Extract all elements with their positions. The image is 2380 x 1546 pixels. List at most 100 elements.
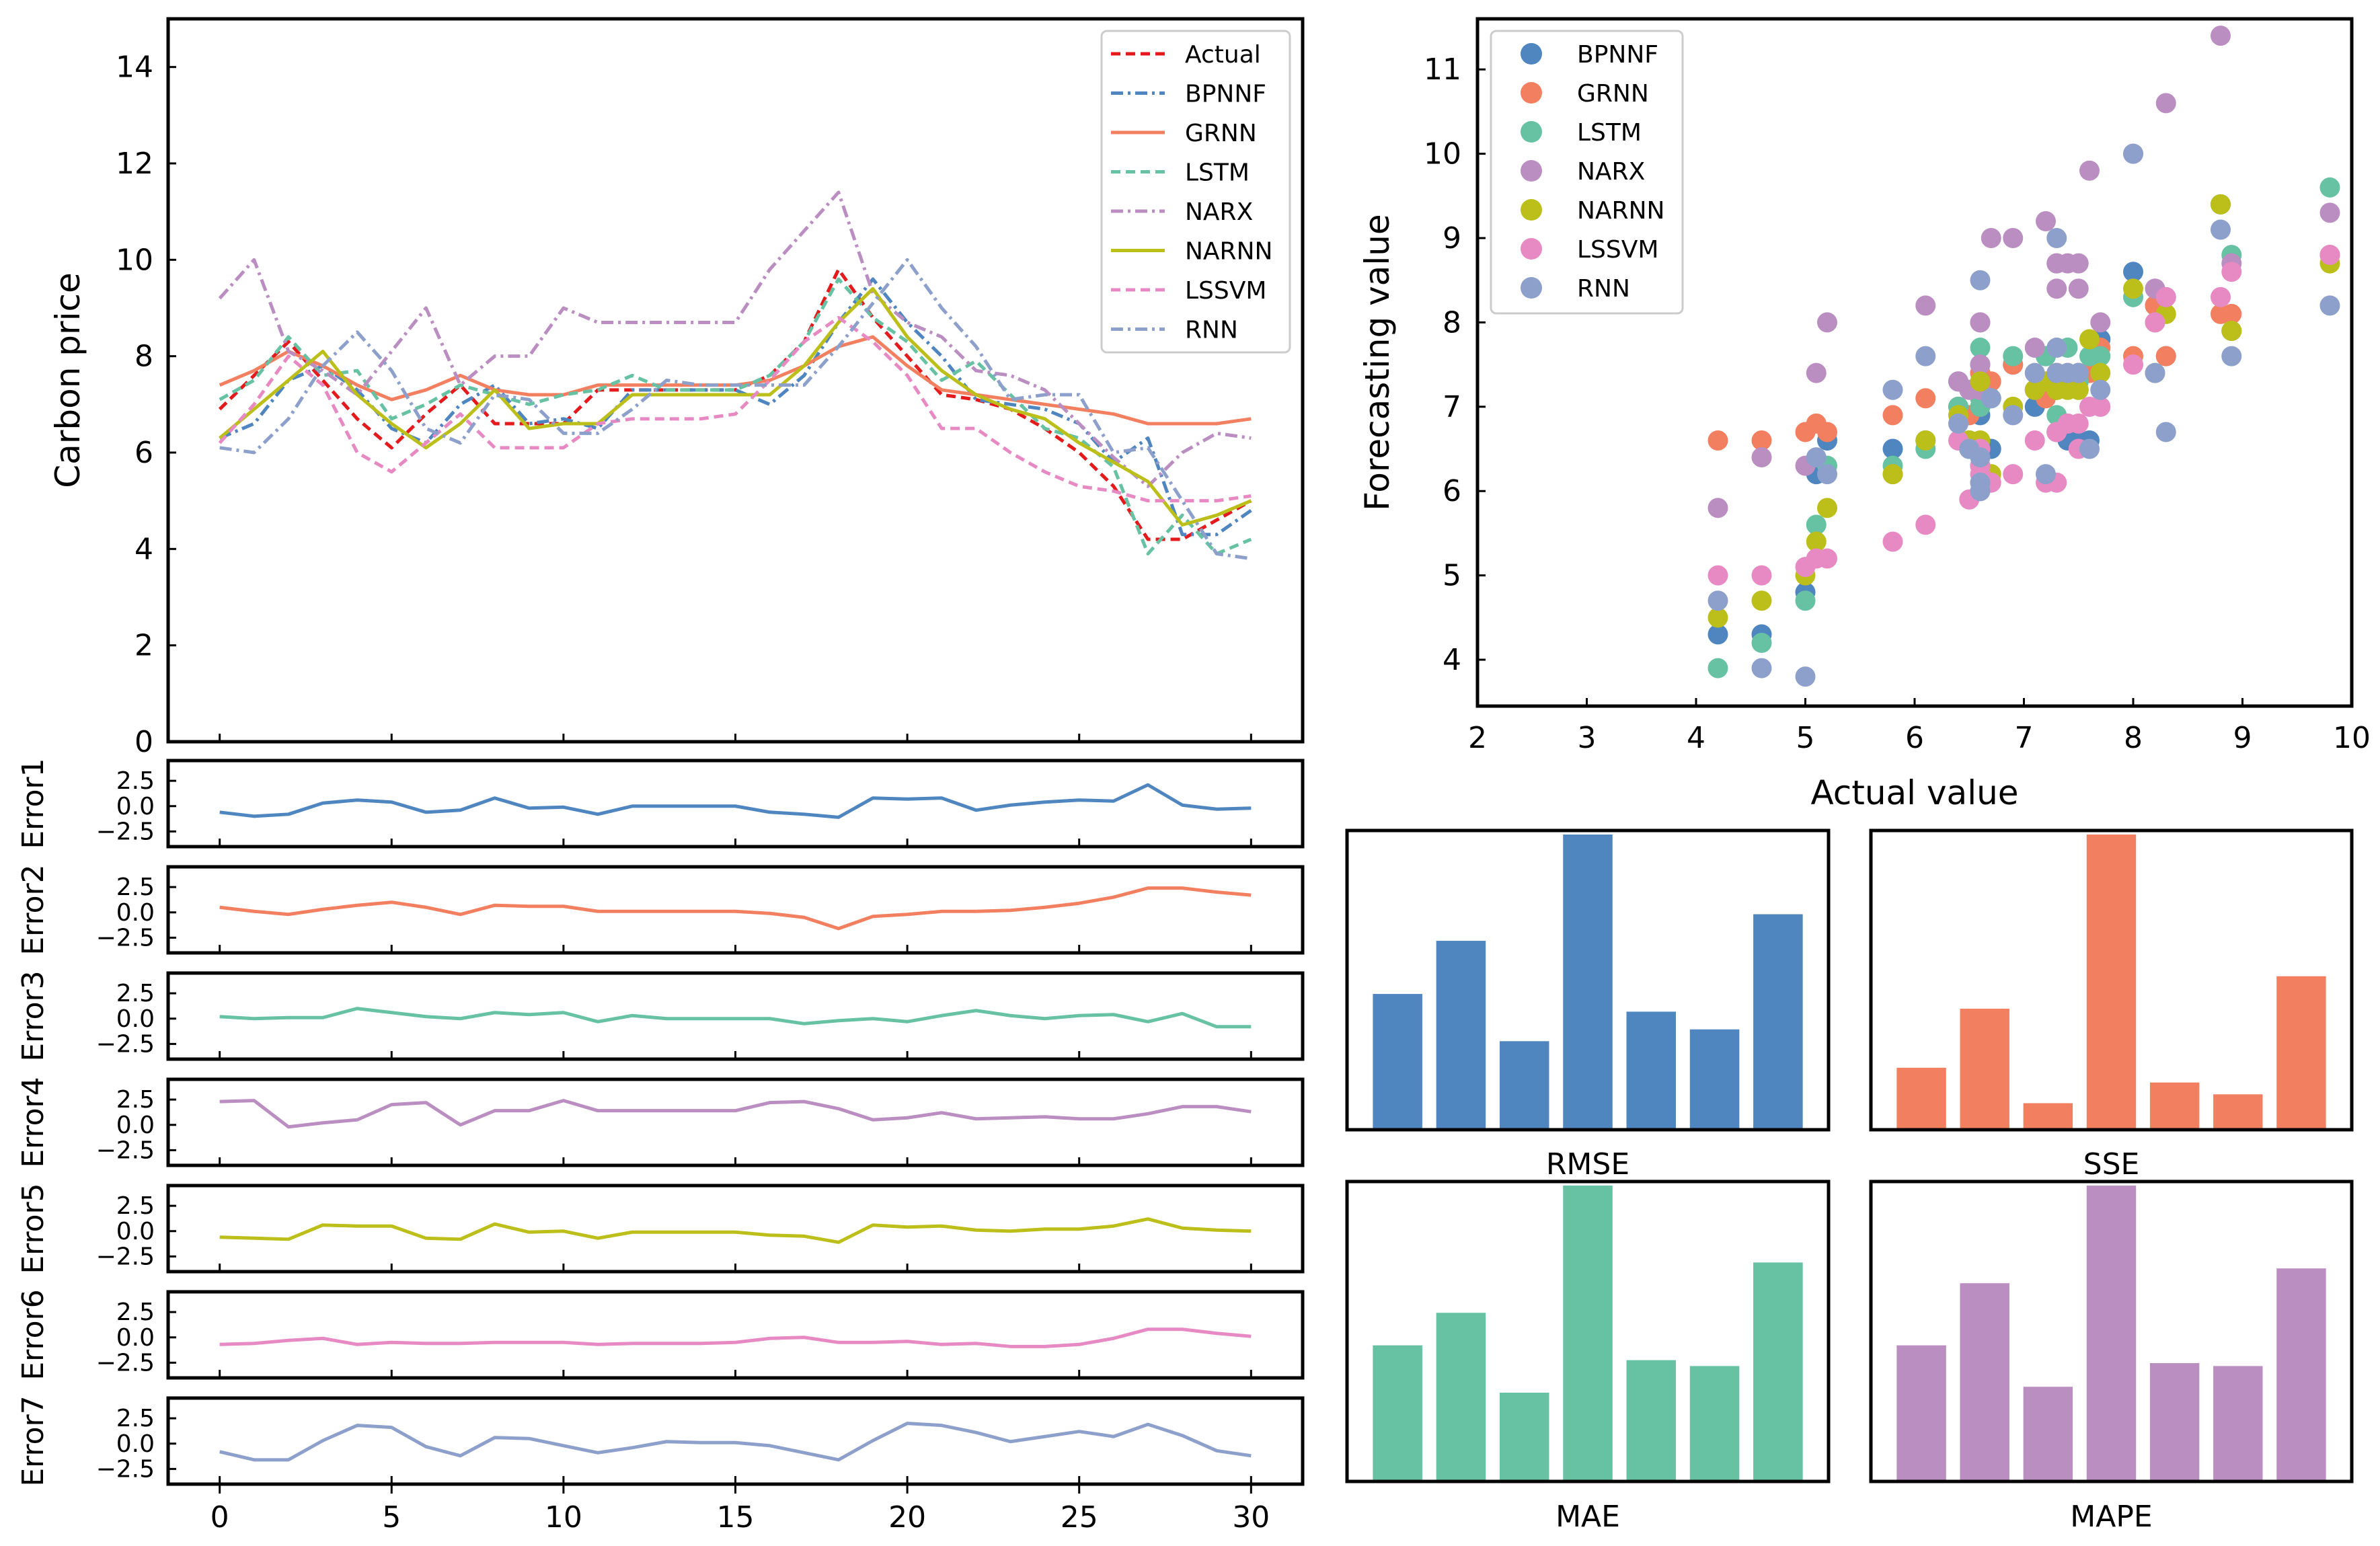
y-tick-label: −2.5 [96, 1030, 155, 1058]
scatter-point [2046, 338, 2067, 358]
error-axis-title: Error7 [16, 1395, 50, 1486]
x-tick-label: 25 [1061, 1500, 1098, 1535]
scatter-point [1948, 371, 1968, 392]
y-tick-label: −2.5 [96, 1455, 155, 1483]
error-line-narx [219, 1099, 1252, 1129]
x-tick-label: 5 [382, 1500, 401, 1535]
metric-label: MAPE [2070, 1500, 2152, 1534]
bar-bpnnf [1896, 1067, 1946, 1130]
x-tick-label: 9 [2233, 721, 2252, 755]
bar-rnn [2276, 976, 2326, 1130]
legend-marker-grnn [1521, 82, 1542, 104]
bar-narnn [2149, 1363, 2200, 1481]
y-tick-label: 0.0 [116, 1324, 155, 1352]
scatter-point [1915, 514, 1936, 535]
y-tick-label: −2.5 [96, 1243, 155, 1270]
scatter-point [1882, 405, 1903, 426]
scatter-point [1817, 548, 1837, 569]
legend-label-lstm: LSTM [1185, 159, 1250, 187]
line-series-narx [218, 190, 1252, 488]
bar-lstm [1499, 1393, 1549, 1481]
scatter-point [1882, 531, 1903, 552]
error-axis-title: Error1 [16, 758, 50, 849]
y-tick-label: 2.5 [116, 874, 155, 901]
y-tick-label: 2.5 [116, 1086, 155, 1114]
scatter-point [1806, 514, 1827, 535]
error-axis-title: Error3 [16, 970, 50, 1061]
scatter-point [1707, 607, 1728, 628]
legend-marker-rnn [1521, 277, 1542, 299]
bar-narnn [2149, 1082, 2200, 1130]
bar-grnn [1960, 1283, 2009, 1481]
y-tick-label: 0.0 [116, 1112, 155, 1139]
panel-frame [166, 1184, 1305, 1274]
error-panel-6: −2.50.02.5 Error6 [16, 1289, 1305, 1381]
bar-narnn [1626, 1360, 1677, 1481]
bar-rnn [1753, 914, 1803, 1130]
x-tick-label: 7 [2015, 721, 2034, 755]
scatter-point [1970, 312, 1991, 333]
y-tick-label: 5 [1443, 559, 1461, 593]
scatter-point [2068, 362, 2089, 383]
legend-label-narnn: NARNN [1185, 238, 1272, 266]
legend-label-narnn: NARNN [1577, 197, 1664, 225]
error-panel-5: −2.50.02.5 Error5 [16, 1183, 1305, 1274]
x-tick-label: 5 [1796, 721, 1815, 755]
bar-grnn [1436, 1313, 1486, 1481]
scatter-point [2155, 422, 2176, 442]
scatter-point [1915, 430, 1936, 451]
legend-label-bpnnf: BPNNF [1185, 81, 1266, 108]
scatter-point [2068, 413, 2089, 434]
line-series-rnn [219, 258, 1252, 561]
scatter-point [2068, 379, 2089, 400]
scatter-point [1981, 388, 2001, 409]
scatter-point [1751, 565, 1772, 586]
legend-label-lstm: LSTM [1577, 119, 1642, 147]
x-axis-title: Actual value [1810, 773, 2018, 812]
y-tick-label: 10 [116, 243, 153, 277]
error-line-rnn [219, 1422, 1252, 1462]
legend-marker-lssvm [1521, 238, 1542, 260]
scatter-point [2211, 26, 2231, 46]
y-tick-label: 12 [116, 147, 153, 181]
scatter-point [1806, 531, 1827, 552]
error-panel-2: −2.50.02.5 Error2 [16, 864, 1305, 956]
x-tick-label: 2 [1468, 721, 1487, 755]
plot-frame [1475, 17, 2354, 708]
legend-label-grnn: GRNN [1577, 80, 1649, 108]
scatter-point [1970, 447, 1991, 468]
y-tick-label: 4 [1443, 643, 1461, 677]
scatter-point [1707, 498, 1728, 518]
scatter-point [2003, 346, 2024, 366]
panel-frame [166, 971, 1305, 1061]
error-panel-7: −2.50.02.5 Error7 0 5 10 15 20 25 30 [16, 1395, 1305, 1535]
y-tick-label: −2.5 [96, 924, 155, 952]
scatter-point [1795, 590, 1816, 611]
legend-label-actual: Actual [1185, 41, 1261, 69]
scatter-point [2046, 228, 2067, 249]
scatter-point [1806, 447, 1827, 468]
legend-marker-narx [1521, 160, 1542, 182]
bar-lstm [2023, 1387, 2073, 1481]
line-series-narnn [219, 286, 1252, 527]
bar-lstm [1499, 1041, 1549, 1130]
bar-panel-mae: MAE [1345, 1180, 1831, 1534]
bar-rnn [1753, 1262, 1803, 1481]
scatter-point [2024, 338, 2045, 358]
scatter-point [1970, 338, 1991, 358]
scatter-point [1751, 430, 1772, 451]
scatter-point [2090, 362, 2111, 383]
y-tick-label: −2.5 [96, 1349, 155, 1377]
legend-label-narx: NARX [1185, 198, 1253, 226]
scatter-point [1817, 498, 1837, 518]
y-tick-label: 2.5 [116, 1192, 155, 1220]
scatter-point [2319, 295, 2340, 316]
error-axis-title: Error6 [16, 1289, 50, 1380]
bar-lssvm [1689, 1029, 1740, 1130]
scatter-point [2123, 143, 2143, 164]
error-line-charts: −2.50.02.5Error1−2.50.02.5Error2−2.50.02… [16, 758, 1305, 1535]
scatter-point [1970, 472, 1991, 493]
y-tick-label: −2.5 [96, 818, 155, 845]
y-tick-label: 8 [135, 340, 153, 374]
